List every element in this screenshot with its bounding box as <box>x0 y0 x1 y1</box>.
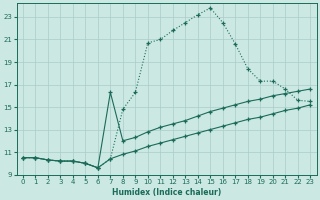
X-axis label: Humidex (Indice chaleur): Humidex (Indice chaleur) <box>112 188 221 197</box>
